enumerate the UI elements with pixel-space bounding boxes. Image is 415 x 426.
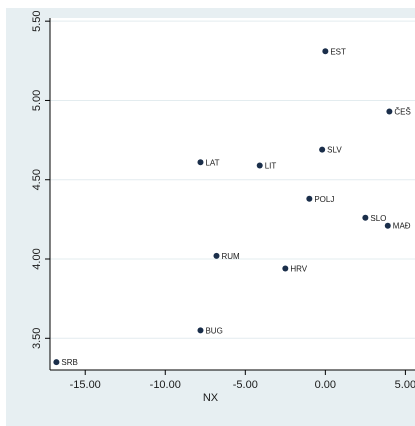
x-tick-label: -15.00 — [70, 379, 101, 391]
data-point — [213, 252, 220, 259]
data-point-label: SLV — [327, 146, 342, 155]
x-axis-title: NX — [203, 392, 219, 404]
data-point — [322, 48, 329, 55]
x-tick-label: 5.00 — [395, 379, 415, 391]
data-point — [319, 146, 326, 153]
y-tick-label: 4.50 — [31, 169, 43, 190]
data-point-label: BUG — [205, 326, 222, 335]
data-point — [384, 222, 391, 229]
data-point-label: POLJ — [314, 195, 334, 204]
data-point-label: SLO — [370, 214, 386, 223]
data-point — [282, 265, 289, 272]
data-point — [362, 214, 369, 221]
data-point — [386, 108, 393, 115]
data-point-label: EST — [330, 47, 346, 56]
data-point-label: MAĐ — [393, 222, 411, 231]
y-tick-label: 3.50 — [31, 328, 43, 349]
data-point-label: ČEŠ — [394, 108, 410, 117]
data-point-label: HRV — [290, 265, 307, 274]
data-point-label: RUM — [221, 252, 240, 261]
y-tick-label: 5.50 — [31, 10, 43, 31]
plot-area — [50, 18, 415, 370]
data-point-label: LAT — [205, 158, 219, 167]
x-tick-label: 0.00 — [315, 379, 336, 391]
data-point — [306, 195, 313, 202]
y-tick-label: 4.00 — [31, 248, 43, 269]
x-tick-label: -5.00 — [233, 379, 258, 391]
data-point — [197, 159, 204, 166]
data-point-label: SRB — [61, 358, 77, 367]
grid-layer — [50, 20, 415, 339]
data-point — [53, 359, 60, 366]
axis-layer: 3.50 4.00 4.50 5.00 5.50 -15.00 -10.00 -5.00 0.0… — [31, 10, 415, 391]
data-point — [256, 162, 263, 169]
data-point-label: LIT — [265, 161, 277, 170]
y-tick-label: 5.00 — [31, 90, 43, 111]
data-point — [197, 327, 204, 334]
points-layer: EST ČEŠ SLV LAT LIT POLJ SLO MAĐ RUM HRV BUG SRB — [53, 47, 411, 367]
x-tick-label: -10.00 — [150, 379, 181, 391]
